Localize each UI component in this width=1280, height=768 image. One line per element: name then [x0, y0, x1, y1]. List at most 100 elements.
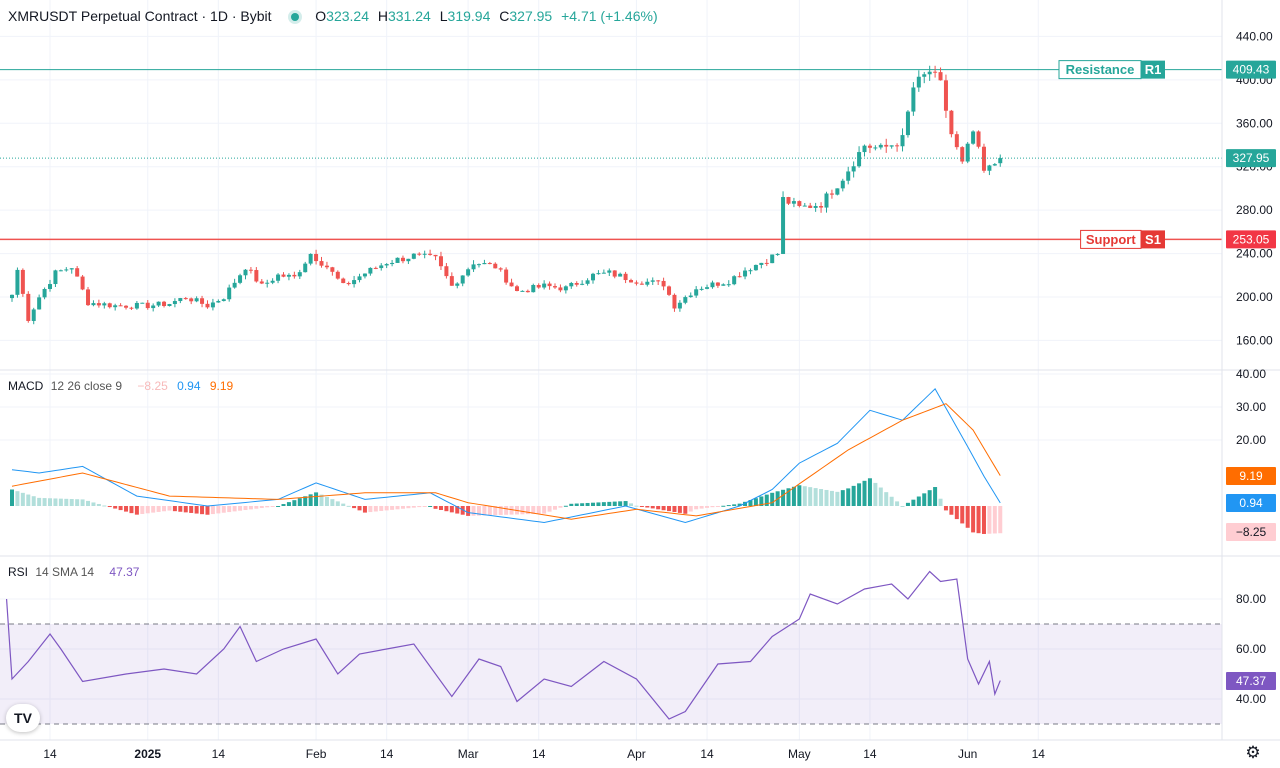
candle[interactable] [547, 281, 552, 290]
candle[interactable] [216, 299, 221, 303]
candle[interactable] [411, 253, 416, 260]
candle[interactable] [118, 303, 123, 307]
candle[interactable] [998, 154, 1003, 167]
candle[interactable] [558, 284, 563, 293]
candle[interactable] [455, 282, 460, 289]
candle[interactable] [96, 299, 101, 308]
candle[interactable] [303, 261, 308, 273]
candle[interactable] [960, 146, 965, 164]
candle[interactable] [292, 271, 297, 279]
candle[interactable] [145, 299, 150, 310]
candle[interactable] [48, 279, 53, 292]
candle[interactable] [172, 298, 177, 308]
candle[interactable] [857, 146, 862, 168]
candle[interactable] [162, 300, 167, 308]
candle[interactable] [134, 301, 139, 310]
candle[interactable] [449, 272, 454, 286]
candle[interactable] [753, 264, 758, 271]
candle[interactable] [895, 143, 900, 152]
candle[interactable] [183, 296, 188, 300]
candle[interactable] [91, 300, 96, 307]
candle[interactable] [645, 278, 650, 287]
candle[interactable] [493, 262, 498, 269]
candle[interactable] [37, 294, 42, 310]
candle[interactable] [102, 301, 107, 309]
candle[interactable] [26, 291, 31, 323]
settings-gear-icon[interactable]: ⚙ [1245, 743, 1261, 763]
candle[interactable] [368, 267, 373, 276]
candle[interactable] [819, 202, 824, 213]
candle[interactable] [151, 303, 156, 312]
rsi-pane[interactable] [0, 570, 1222, 725]
candle[interactable] [20, 268, 25, 297]
candle[interactable] [629, 278, 634, 283]
candle[interactable] [607, 268, 612, 277]
candle[interactable] [829, 189, 834, 199]
candle[interactable] [553, 283, 557, 289]
candle[interactable] [639, 281, 644, 285]
candle[interactable] [824, 191, 829, 213]
candle[interactable] [737, 272, 742, 278]
candle[interactable] [987, 164, 992, 176]
candle[interactable] [341, 277, 346, 284]
candle[interactable] [884, 138, 889, 153]
candle[interactable] [362, 273, 367, 279]
candle[interactable] [80, 274, 85, 291]
candle[interactable] [569, 281, 574, 289]
candle[interactable] [992, 162, 997, 166]
candle[interactable] [140, 302, 145, 304]
candle[interactable] [525, 289, 530, 293]
candle[interactable] [694, 286, 699, 298]
candle[interactable] [113, 303, 118, 311]
candle[interactable] [596, 270, 601, 275]
candle[interactable] [64, 267, 69, 272]
candle[interactable] [916, 70, 921, 92]
candle[interactable] [710, 280, 715, 289]
candle[interactable] [270, 278, 275, 285]
candle[interactable] [259, 279, 264, 285]
candle[interactable] [775, 253, 780, 256]
candle[interactable] [612, 270, 617, 279]
candle[interactable] [840, 178, 845, 192]
candle[interactable] [911, 82, 916, 116]
macd-pane[interactable] [10, 388, 1003, 534]
candle[interactable] [759, 262, 764, 269]
candle[interactable] [905, 110, 910, 138]
candle[interactable] [167, 303, 172, 307]
candle[interactable] [677, 300, 682, 312]
candle[interactable] [770, 254, 775, 264]
candle[interactable] [406, 258, 411, 265]
candle[interactable] [965, 142, 970, 164]
candle[interactable] [732, 275, 737, 286]
candle[interactable] [938, 67, 943, 81]
candle[interactable] [129, 306, 134, 310]
candle[interactable] [699, 286, 704, 291]
candle[interactable] [705, 284, 710, 290]
candle[interactable] [373, 266, 378, 270]
candle[interactable] [922, 71, 927, 84]
candle[interactable] [498, 267, 503, 272]
candle[interactable] [471, 260, 476, 272]
candle[interactable] [10, 294, 14, 302]
candle[interactable] [390, 259, 395, 267]
candle[interactable] [835, 188, 840, 196]
candle[interactable] [954, 131, 959, 150]
candle[interactable] [86, 286, 91, 306]
candle[interactable] [797, 200, 802, 208]
candle[interactable] [69, 268, 74, 274]
candle[interactable] [683, 295, 688, 305]
candle[interactable] [248, 267, 253, 274]
candle[interactable] [656, 280, 661, 285]
candle[interactable] [42, 287, 47, 300]
candle[interactable] [618, 272, 623, 277]
candle[interactable] [428, 249, 433, 256]
candle[interactable] [580, 280, 585, 286]
candle[interactable] [265, 279, 270, 288]
candle[interactable] [715, 282, 720, 288]
candle[interactable] [536, 283, 541, 289]
candle[interactable] [927, 65, 932, 81]
candle[interactable] [53, 269, 58, 287]
candle[interactable] [667, 285, 672, 297]
candle[interactable] [574, 281, 579, 287]
candle[interactable] [672, 293, 677, 312]
